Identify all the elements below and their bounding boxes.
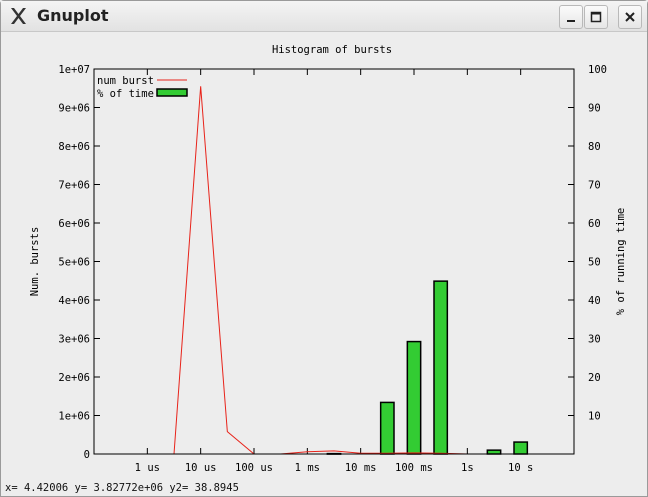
legend: num burst % of time (97, 75, 188, 100)
bar-percent-time (513, 441, 529, 455)
window-title: Gnuplot (37, 6, 109, 25)
y-tick-label: 6e+06 (58, 218, 90, 230)
y2-tick-label: 90 (588, 103, 601, 115)
legend-label-percent-time: % of time (97, 88, 154, 100)
y-tick-label: 0 (84, 449, 90, 461)
y-tick-label: 8e+06 (58, 141, 90, 153)
y2-tick-label: 40 (588, 295, 601, 307)
legend-swatch-percent-time (156, 88, 188, 97)
minimize-button[interactable] (559, 5, 583, 29)
y-tick-label: 9e+06 (58, 103, 90, 115)
close-icon (625, 12, 635, 22)
y-tick-label: 3e+06 (58, 334, 90, 346)
y-tick-label: 5e+06 (58, 257, 90, 269)
plot-canvas[interactable]: Histogram of bursts Num. bursts % of run… (2, 32, 647, 482)
legend-label-num-burst: num burst (97, 75, 154, 87)
x-tick-label: 1 us (135, 462, 160, 474)
title-bar[interactable]: Gnuplot (1, 1, 647, 32)
plot-frame (93, 68, 575, 455)
minimize-icon (567, 20, 575, 22)
close-button[interactable] (618, 5, 642, 29)
bar-percent-time (433, 280, 449, 455)
x-tick-label: 10 ms (345, 462, 377, 474)
bar-percent-time (406, 340, 422, 455)
x-tick-label: 10 s (508, 462, 533, 474)
x-tick-label: 1 ms (295, 462, 320, 474)
histogram-chart: Histogram of bursts Num. bursts % of run… (29, 44, 627, 474)
chart-title: Histogram of bursts (272, 44, 392, 56)
bar-percent-time (486, 449, 502, 455)
y-tick-label: 2e+06 (58, 372, 90, 384)
x-icon (11, 8, 26, 24)
y-tick-label: 7e+06 (58, 180, 90, 192)
bar-percent-time (379, 401, 395, 455)
y2-tick-label: 100 (588, 64, 607, 76)
y-tick-label: 1e+07 (58, 64, 90, 76)
y2-tick-label: 10 (588, 411, 601, 423)
y2-tick-label: 80 (588, 141, 601, 153)
y2-tick-label: 50 (588, 257, 601, 269)
y2-tick-label: 60 (588, 218, 601, 230)
y2-axis-label: % of running time (615, 208, 627, 315)
x-tick-label: 100 ms (395, 462, 433, 474)
x-tick-label: 1s (461, 462, 474, 474)
y2-tick-label: 30 (588, 334, 601, 346)
y2-tick-label: 70 (588, 180, 601, 192)
y-tick-label: 1e+06 (58, 411, 90, 423)
y-tick-label: 4e+06 (58, 295, 90, 307)
y-axis-label: Num. bursts (29, 227, 41, 297)
y2-tick-label: 20 (588, 372, 601, 384)
status-bar: x= 4.42006 y= 3.82772e+06 y2= 38.8945 (5, 482, 239, 494)
x-tick-label: 100 us (235, 462, 273, 474)
maximize-icon (590, 11, 602, 23)
line-num-burst (173, 86, 468, 455)
x-tick-label: 10 us (185, 462, 217, 474)
maximize-button[interactable] (584, 5, 608, 29)
